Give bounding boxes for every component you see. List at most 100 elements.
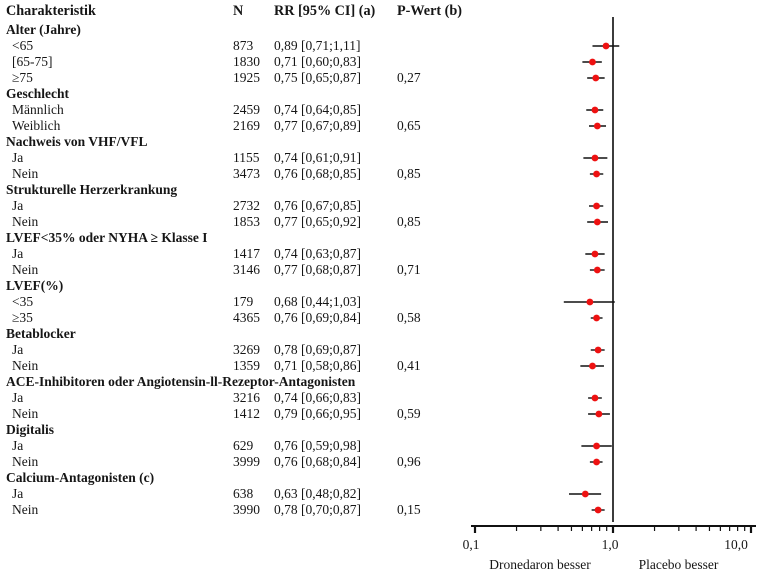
row-label: Nein (12, 502, 39, 517)
forest-marker (594, 506, 602, 514)
forest-marker (593, 170, 600, 178)
x-axis-tick-label: 10,0 (724, 536, 748, 552)
row-rr-ci: 0,74 [0,66;0,83] (274, 390, 361, 405)
row-label: ≥75 (12, 70, 33, 85)
row-n: 3999 (233, 454, 260, 469)
row-rr-ci: 0,74 [0,63;0,87] (274, 246, 361, 261)
row-p-value: 0,96 (397, 454, 421, 469)
forest-marker (591, 394, 599, 402)
forest-marker (594, 346, 602, 354)
forest-marker (593, 218, 601, 226)
group-label: ACE-Inhibitoren oder Angiotensin-ll-Reze… (6, 374, 356, 389)
row-label: [65-75] (12, 54, 53, 69)
forest-marker (589, 362, 596, 370)
row-label: Nein (12, 454, 39, 469)
row-rr-ci: 0,76 [0,67;0,85] (274, 198, 361, 213)
row-rr-ci: 0,77 [0,67;0,89] (274, 118, 361, 133)
axis-direction-label-right: Placebo besser (638, 556, 719, 572)
row-n: 4365 (233, 310, 260, 325)
row-rr-ci: 0,89 [0,71;1,11] (274, 38, 361, 53)
row-n: 2169 (233, 118, 260, 133)
row-label: ≥35 (12, 310, 33, 325)
row-label: Weiblich (12, 118, 61, 133)
row-n: 3146 (233, 262, 260, 277)
row-rr-ci: 0,71 [0,58;0,86] (274, 358, 361, 373)
row-n: 1359 (233, 358, 260, 373)
forest-marker (591, 250, 599, 258)
forest-marker (593, 458, 600, 466)
group-label: Nachweis von VHF/VFL (6, 134, 148, 149)
row-rr-ci: 0,74 [0,64;0,85] (274, 102, 361, 117)
row-p-value: 0,85 (397, 166, 421, 181)
row-n: 3473 (233, 166, 260, 181)
row-p-value: 0,59 (397, 406, 421, 421)
row-label: Ja (12, 246, 24, 261)
row-p-value: 0,65 (397, 118, 421, 133)
forest-marker (593, 266, 601, 274)
axis-direction-label-left: Dronedaron besser (489, 556, 591, 572)
forest-marker (595, 410, 603, 418)
row-n: 638 (233, 486, 254, 501)
group-label: Geschlecht (6, 86, 69, 101)
row-n: 179 (233, 294, 254, 309)
row-label: Ja (12, 438, 24, 453)
row-label: Nein (12, 406, 39, 421)
row-rr-ci: 0,76 [0,68;0,85] (274, 166, 361, 181)
forest-marker (591, 154, 599, 162)
row-rr-ci: 0,78 [0,69;0,87] (274, 342, 361, 357)
row-label: <65 (12, 38, 34, 53)
group-label: Alter (Jahre) (6, 22, 81, 37)
row-rr-ci: 0,77 [0,68;0,87] (274, 262, 361, 277)
row-label: Nein (12, 166, 39, 181)
x-axis-tick-label: 1,0 (601, 536, 619, 552)
row-label: Ja (12, 198, 24, 213)
row-n: 1830 (233, 54, 260, 69)
row-n: 629 (233, 438, 254, 453)
row-n: 1853 (233, 214, 260, 229)
row-p-value: 0,41 (397, 358, 421, 373)
row-n: 3269 (233, 342, 260, 357)
row-label: Männlich (12, 102, 64, 117)
group-label: Calcium-Antagonisten (c) (6, 470, 155, 485)
row-p-value: 0,27 (397, 70, 421, 85)
row-rr-ci: 0,71 [0,60;0,83] (274, 54, 361, 69)
row-label: Ja (12, 486, 24, 501)
group-label: Strukturelle Herzerkrankung (6, 182, 178, 197)
row-label: Nein (12, 262, 39, 277)
group-label: LVEF(%) (6, 278, 64, 293)
row-label: Ja (12, 342, 24, 357)
row-rr-ci: 0,78 [0,70;0,87] (274, 502, 361, 517)
column-header-n: N (233, 3, 244, 19)
row-label: Nein (12, 358, 39, 373)
row-n: 1417 (233, 246, 260, 261)
row-rr-ci: 0,68 [0,44;1,03] (274, 294, 361, 309)
row-label: Ja (12, 390, 24, 405)
forest-marker (591, 106, 599, 114)
row-rr-ci: 0,75 [0,65;0,87] (274, 70, 361, 85)
row-p-value: 0,15 (397, 502, 421, 517)
forest-marker (581, 490, 589, 498)
row-rr-ci: 0,77 [0,65;0,92] (274, 214, 361, 229)
row-n: 1412 (233, 406, 260, 421)
row-n: 2459 (233, 102, 260, 117)
row-n: 1925 (233, 70, 260, 85)
row-rr-ci: 0,76 [0,68;0,84] (274, 454, 361, 469)
row-n: 3990 (233, 502, 260, 517)
group-label: Digitalis (6, 422, 55, 437)
forest-marker (593, 122, 601, 130)
row-label: <35 (12, 294, 34, 309)
row-n: 2732 (233, 198, 260, 213)
row-label: Nein (12, 214, 39, 229)
row-rr-ci: 0,76 [0,59;0,98] (274, 438, 361, 453)
row-p-value: 0,58 (397, 310, 421, 325)
group-label: LVEF<35% oder NYHA ≥ Klasse I (6, 230, 208, 245)
forest-marker (593, 314, 600, 322)
row-n: 1155 (233, 150, 260, 165)
group-label: Betablocker (6, 326, 76, 341)
row-rr-ci: 0,79 [0,66;0,95] (274, 406, 361, 421)
forest-marker (593, 202, 600, 210)
forest-marker (586, 298, 594, 306)
row-rr-ci: 0,63 [0,48;0,82] (274, 486, 361, 501)
row-n: 3216 (233, 390, 260, 405)
